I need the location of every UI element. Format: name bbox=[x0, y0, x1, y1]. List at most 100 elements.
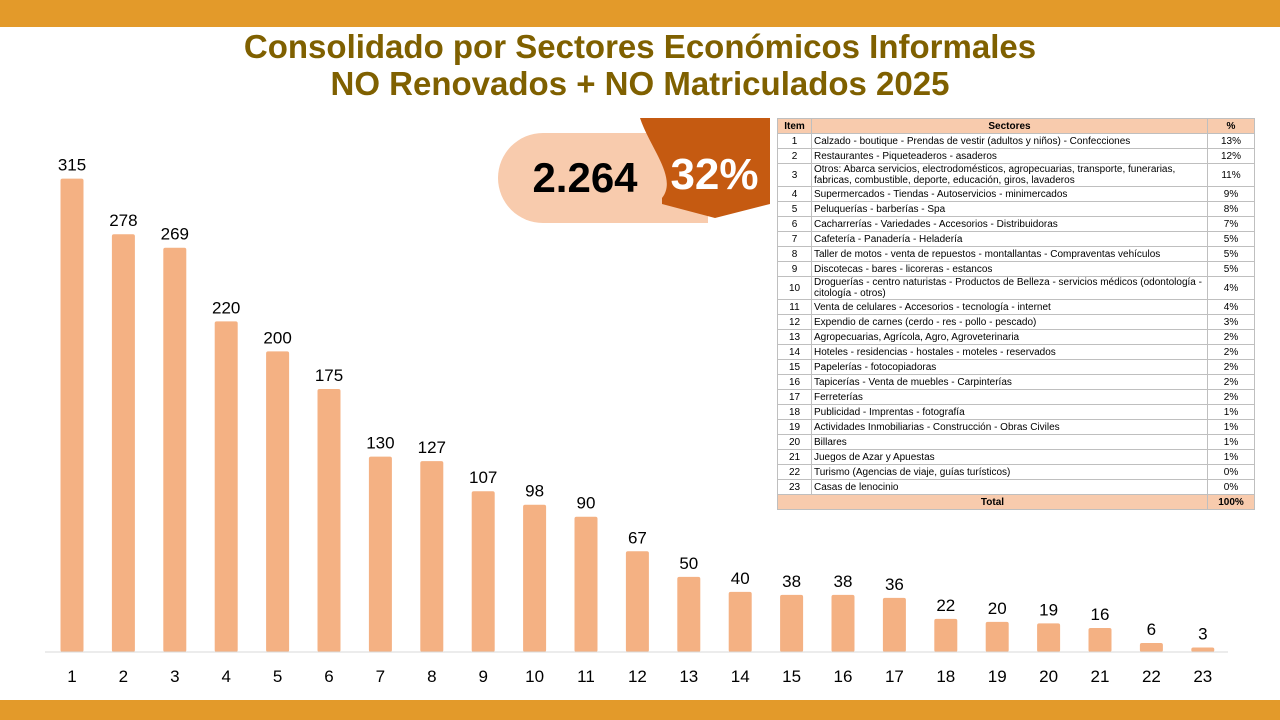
bar-16 bbox=[831, 594, 855, 652]
row-item: 12 bbox=[777, 314, 812, 330]
row-sector: Calzado - boutique - Prendas de vestir (… bbox=[811, 133, 1208, 149]
table-header-row: Item Sectores % bbox=[777, 118, 1255, 134]
row-sector: Actividades Inmobiliarias - Construcción… bbox=[811, 419, 1208, 435]
row-sector: Expendio de carnes (cerdo - res - pollo … bbox=[811, 314, 1208, 330]
bottom-accent-bar bbox=[0, 700, 1280, 720]
header-item: Item bbox=[777, 118, 812, 134]
bar-7 bbox=[368, 456, 392, 652]
value-label-2: 278 bbox=[109, 211, 137, 230]
row-sector: Ferreterías bbox=[811, 389, 1208, 405]
row-item: 17 bbox=[777, 389, 812, 405]
bar-4 bbox=[214, 321, 238, 652]
tick-labels-group: 1 2 3 4 5 6 7 8 9 10 11 12 13 14 15 16 17 18 19 20 21 22 23 bbox=[67, 667, 1212, 686]
row-item: 14 bbox=[777, 344, 812, 360]
bar-13 bbox=[677, 576, 701, 652]
table-row: 14 Hoteles - residencias - hostales - mot… bbox=[777, 344, 1255, 360]
row-sector: Taller de motos - venta de repuestos - m… bbox=[811, 246, 1208, 262]
row-percent: 2% bbox=[1207, 389, 1255, 405]
row-sector: Hoteles - residencias - hostales - motel… bbox=[811, 344, 1208, 360]
row-percent: 11% bbox=[1207, 163, 1255, 187]
row-item: 3 bbox=[777, 163, 812, 187]
tick-label-2: 2 bbox=[119, 667, 128, 686]
value-label-8: 127 bbox=[418, 438, 446, 457]
table-row: 6 Cacharrerías - Variedades - Accesorios … bbox=[777, 216, 1255, 232]
row-percent: 1% bbox=[1207, 449, 1255, 465]
row-item: 16 bbox=[777, 374, 812, 390]
table-row: 11 Venta de celulares - Accesorios - tecn… bbox=[777, 299, 1255, 315]
bar-12 bbox=[625, 551, 649, 652]
row-item: 2 bbox=[777, 148, 812, 164]
row-percent: 2% bbox=[1207, 344, 1255, 360]
value-label-17: 36 bbox=[885, 575, 904, 594]
tick-label-15: 15 bbox=[782, 667, 801, 686]
row-item: 13 bbox=[777, 329, 812, 345]
row-sector: Turismo (Agencias de viaje, guías turíst… bbox=[811, 464, 1208, 480]
value-label-10: 98 bbox=[525, 482, 544, 501]
table-row: 21 Juegos de Azar y Apuestas 1% bbox=[777, 449, 1255, 465]
tick-label-10: 10 bbox=[525, 667, 544, 686]
tick-label-16: 16 bbox=[834, 667, 853, 686]
tick-label-19: 19 bbox=[988, 667, 1007, 686]
row-percent: 5% bbox=[1207, 246, 1255, 262]
value-label-3: 269 bbox=[161, 225, 189, 244]
tick-label-1: 1 bbox=[67, 667, 76, 686]
value-label-13: 50 bbox=[679, 554, 698, 573]
bar-1 bbox=[60, 178, 84, 652]
tick-label-3: 3 bbox=[170, 667, 179, 686]
tick-label-5: 5 bbox=[273, 667, 282, 686]
bar-11 bbox=[574, 516, 598, 652]
row-sector: Agropecuarias, Agrícola, Agro, Agroveter… bbox=[811, 329, 1208, 345]
table-row: 16 Tapicerías - Venta de muebles - Carpin… bbox=[777, 374, 1255, 390]
bar-5 bbox=[266, 351, 290, 652]
value-label-19: 20 bbox=[988, 599, 1007, 618]
table-row: 9 Discotecas - bares - licoreras - estanc… bbox=[777, 261, 1255, 277]
tick-label-18: 18 bbox=[936, 667, 955, 686]
chart-title: Consolidado por Sectores Económicos Info… bbox=[0, 28, 1280, 102]
row-percent: 2% bbox=[1207, 374, 1255, 390]
table-total-row: Total 100% bbox=[777, 494, 1255, 510]
row-percent: 4% bbox=[1207, 299, 1255, 315]
row-item: 1 bbox=[777, 133, 812, 149]
row-percent: 13% bbox=[1207, 133, 1255, 149]
table-row: 1 Calzado - boutique - Prendas de vestir … bbox=[777, 133, 1255, 149]
row-item: 7 bbox=[777, 231, 812, 247]
table-row: 2 Restaurantes - Piqueteaderos - asaderos… bbox=[777, 148, 1255, 164]
table-row: 12 Expendio de carnes (cerdo - res - poll… bbox=[777, 314, 1255, 330]
row-item: 18 bbox=[777, 404, 812, 420]
bar-9 bbox=[471, 491, 495, 652]
row-sector: Droguerías - centro naturistas - Product… bbox=[811, 276, 1208, 300]
row-sector: Restaurantes - Piqueteaderos - asaderos bbox=[811, 148, 1208, 164]
tick-label-11: 11 bbox=[577, 667, 595, 686]
tick-label-8: 8 bbox=[427, 667, 436, 686]
table-row: 20 Billares 1% bbox=[777, 434, 1255, 450]
row-percent: 5% bbox=[1207, 261, 1255, 277]
row-item: 4 bbox=[777, 186, 812, 202]
row-sector: Supermercados - Tiendas - Autoservicios … bbox=[811, 186, 1208, 202]
value-label-22: 6 bbox=[1147, 620, 1156, 639]
table-row: 18 Publicidad - Imprentas - fotografía 1% bbox=[777, 404, 1255, 420]
row-item: 20 bbox=[777, 434, 812, 450]
value-label-20: 19 bbox=[1039, 600, 1058, 619]
row-percent: 2% bbox=[1207, 329, 1255, 345]
row-percent: 5% bbox=[1207, 231, 1255, 247]
row-percent: 0% bbox=[1207, 479, 1255, 495]
row-item: 22 bbox=[777, 464, 812, 480]
tick-label-12: 12 bbox=[628, 667, 647, 686]
row-percent: 2% bbox=[1207, 359, 1255, 375]
row-percent: 12% bbox=[1207, 148, 1255, 164]
value-label-6: 175 bbox=[315, 366, 343, 385]
value-label-1: 315 bbox=[58, 156, 86, 175]
bar-3 bbox=[163, 247, 187, 652]
row-sector: Publicidad - Imprentas - fotografía bbox=[811, 404, 1208, 420]
value-label-4: 220 bbox=[212, 298, 240, 317]
tick-label-13: 13 bbox=[679, 667, 698, 686]
row-item: 5 bbox=[777, 201, 812, 217]
row-percent: 8% bbox=[1207, 201, 1255, 217]
tick-label-14: 14 bbox=[731, 667, 750, 686]
bar-15 bbox=[780, 594, 804, 652]
bar-19 bbox=[985, 621, 1009, 652]
bars-group bbox=[60, 178, 1215, 652]
top-accent-bar bbox=[0, 0, 1280, 27]
